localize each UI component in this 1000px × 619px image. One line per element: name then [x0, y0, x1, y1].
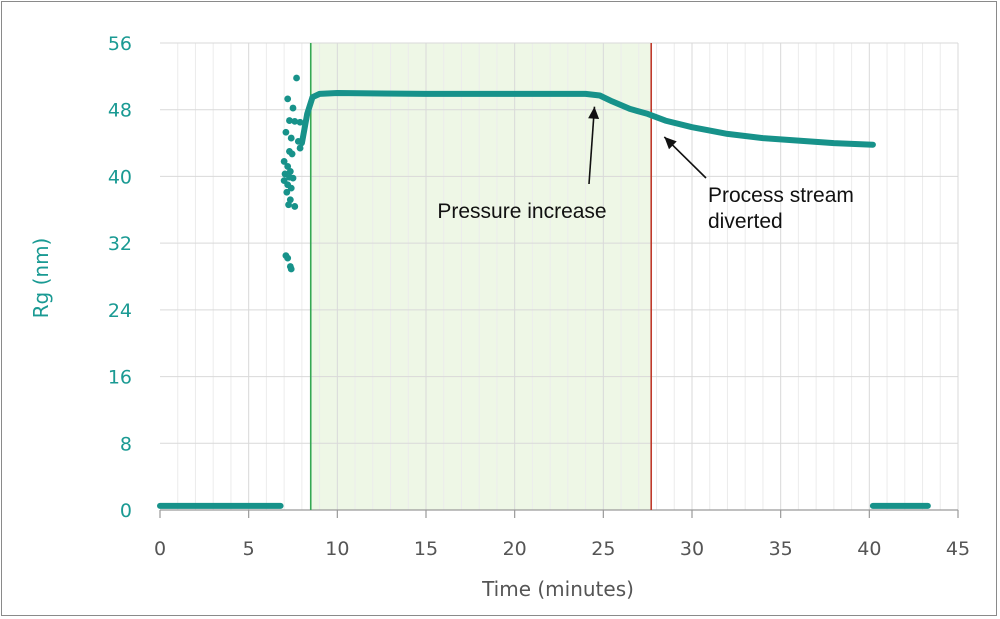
x-tick-label: 25 — [591, 538, 615, 560]
x-tick-label: 15 — [414, 538, 438, 560]
shaded-region — [310, 43, 652, 510]
annotation-line: Pressure increase — [437, 200, 606, 223]
data-point — [287, 184, 295, 192]
data-point — [286, 117, 293, 124]
annotation-text: Pressure increase — [437, 200, 606, 223]
data-point — [288, 150, 296, 158]
data-point — [280, 158, 288, 165]
data-point — [283, 188, 291, 196]
data-point — [291, 117, 299, 125]
data-point — [289, 104, 297, 112]
data-point — [291, 203, 299, 210]
data-point — [293, 74, 300, 82]
x-tick-label: 5 — [243, 538, 255, 560]
rg-curve — [298, 90, 876, 148]
annotation-text: Process stream diverted — [708, 184, 854, 233]
x-tick-label: 20 — [503, 538, 527, 560]
data-point — [285, 201, 292, 209]
y-tick-label: 48 — [108, 100, 132, 122]
data-point — [287, 134, 295, 142]
x-tick-label: 35 — [769, 538, 793, 560]
y-axis-title: Rg (nm) — [29, 238, 53, 319]
data-layer — [157, 74, 931, 509]
annotation-arrow-line — [588, 106, 596, 185]
x-tick-label: 40 — [857, 538, 881, 560]
x-tick-label: 0 — [154, 538, 166, 560]
y-tick-label: 16 — [108, 367, 132, 389]
annotation-arrow-head — [664, 136, 677, 150]
shaded-region-layer — [310, 43, 652, 510]
x-tick-label: 45 — [946, 538, 970, 560]
y-tick-label: 40 — [108, 166, 132, 188]
grid-layer — [160, 42, 959, 510]
y-tick-label: 32 — [108, 233, 132, 255]
y-tick-label: 0 — [120, 500, 132, 522]
annotation-line: Process stream — [708, 184, 854, 207]
annotation-arrow-head — [588, 106, 600, 120]
data-point — [284, 163, 292, 170]
data-point — [296, 144, 304, 152]
data-point — [282, 128, 290, 136]
data-point — [286, 168, 294, 175]
x-axis-title: Time (minutes) — [481, 577, 634, 601]
y-tick-label: 56 — [108, 33, 132, 55]
data-point — [296, 118, 304, 126]
data-point — [289, 174, 297, 182]
data-point — [284, 95, 292, 103]
data-point — [284, 254, 292, 262]
axes-layer: 0 5 10 15 20 25 30 35 40 45 0 8 16 24 32 40 48 56 — [108, 33, 970, 560]
x-tick-label: 30 — [680, 538, 704, 560]
annotations-layer: Pressure increase Process stream diverted — [437, 106, 854, 233]
vertical-lines-layer — [309, 43, 653, 510]
annotation-line: diverted — [708, 210, 783, 233]
x-tick-label: 10 — [325, 538, 349, 560]
y-tick-label: 8 — [120, 433, 132, 455]
y-tick-label: 24 — [108, 300, 132, 322]
data-point — [287, 265, 295, 273]
data-point — [294, 138, 302, 145]
